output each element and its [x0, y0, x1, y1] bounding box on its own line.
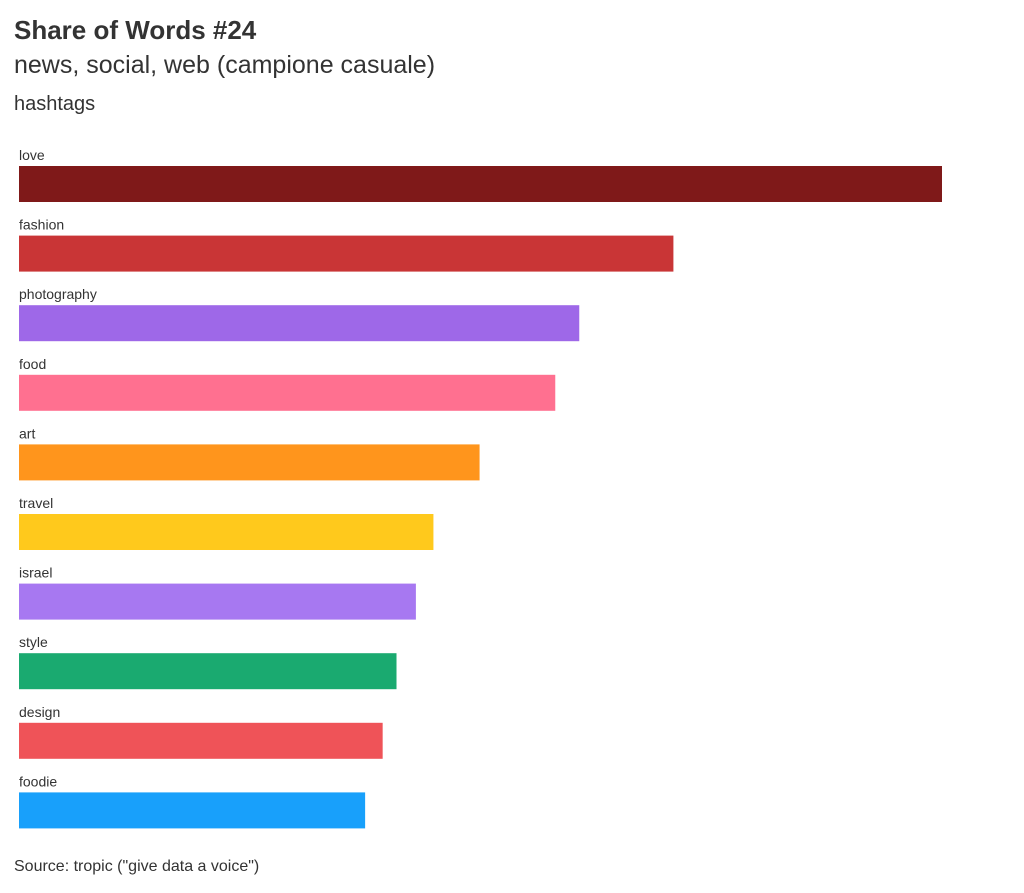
bar-style	[19, 653, 397, 690]
bar-love	[19, 166, 942, 202]
bar-label-foodie: foodie	[19, 773, 57, 789]
bar-label-photography: photography	[19, 286, 97, 302]
bar-foodie	[19, 792, 366, 829]
bar-label-food: food	[19, 356, 46, 372]
bar-label-fashion: fashion	[19, 217, 64, 233]
bar-design	[19, 722, 383, 759]
bar-chart: love fashion photography food art travel israe…	[19, 147, 942, 829]
chart-subtitle: news, social, web (campione casuale)	[14, 51, 436, 79]
bar-label-travel: travel	[19, 495, 53, 511]
bar-food	[19, 374, 556, 411]
bar-label-israel: israel	[19, 565, 52, 581]
bar-label-love: love	[19, 147, 45, 163]
bar-fashion	[19, 235, 674, 272]
source-note: Source: tropic ("give data a voice")	[14, 858, 260, 875]
bar-label-style: style	[19, 634, 48, 650]
bar-israel	[19, 583, 416, 620]
bar-photography	[19, 305, 580, 342]
bar-art	[19, 444, 480, 481]
bar-label-design: design	[19, 704, 60, 720]
chart-title: Share of Words #24	[14, 15, 257, 45]
bar-label-art: art	[19, 425, 35, 441]
group-label: hashtags	[14, 93, 96, 115]
bar-travel	[19, 514, 434, 550]
